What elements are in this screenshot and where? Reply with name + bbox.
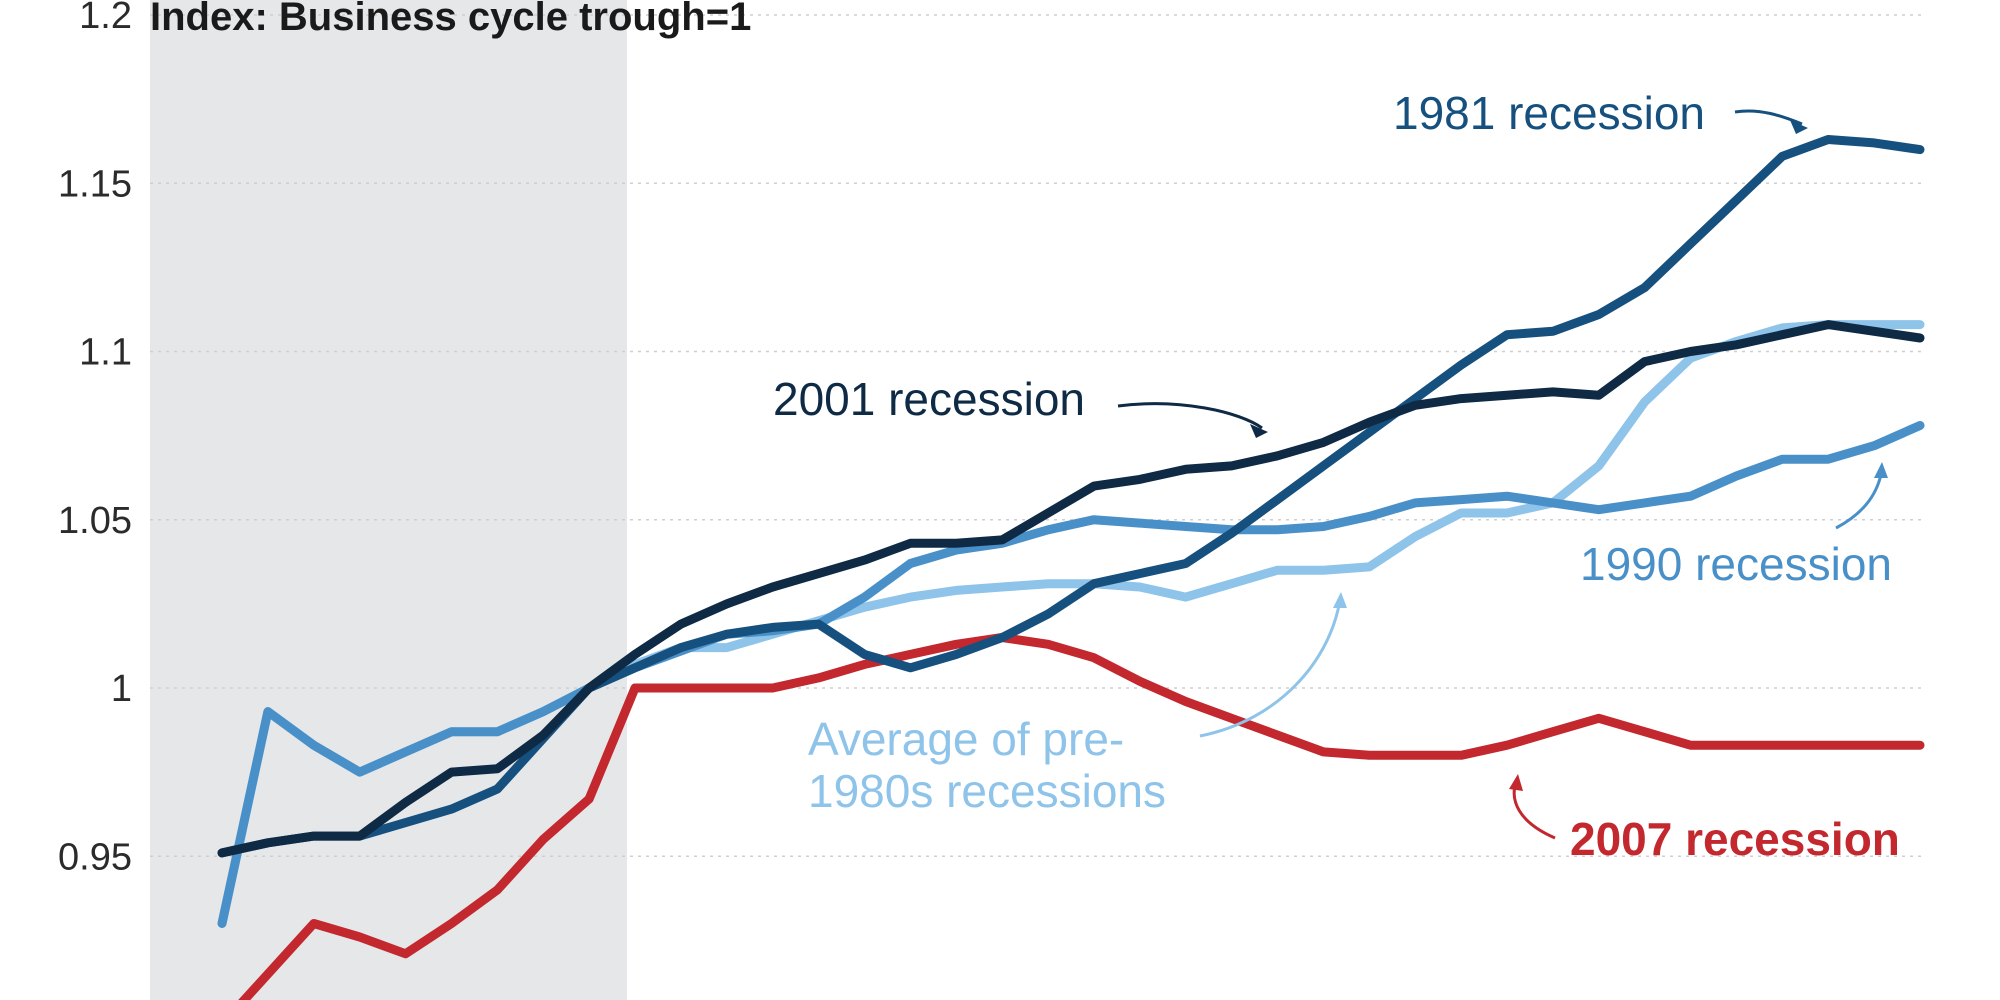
series-line-2001-recession [217,320,1925,858]
series-line-2007-recession [238,633,1925,1000]
y-tick-label: 1 [111,668,132,710]
y-tick-label: 1.1 [79,332,132,374]
label-1981-recession: 1981 recession [1393,87,1705,139]
arrow-1990 [1835,469,1884,530]
y-tick-label: 1.05 [58,500,132,542]
y-tick-label: 1.2 [79,0,132,37]
arrowhead-2001 [1250,424,1268,438]
series-line-1981-recession [217,135,1925,858]
arrowhead-pre1980 [1333,592,1347,608]
arrowhead-1981 [1790,120,1808,134]
arrow-pre1980 [1199,599,1342,738]
label-1990-recession: 1990 recession [1580,538,1892,590]
series-line-1990-recession [217,421,1925,928]
arrow-1981 [1734,109,1803,126]
label-2007-recession: 2007 recession [1570,813,1900,865]
arrow-2001 [1117,402,1263,430]
chart-title: Index: Business cycle trough=1 [150,0,751,39]
arrowhead-2007 [1509,774,1523,791]
y-tick-label: 1.15 [58,163,132,205]
y-tick-label: 0.95 [58,836,132,878]
label-pre1980s-line1: Average of pre- [808,713,1124,765]
y-axis-ticks: 0.95 1 1.05 1.1 1.15 1.2 [58,0,132,878]
label-2001-recession: 2001 recession [773,373,1085,425]
arrowhead-1990 [1874,462,1888,478]
label-pre1980s-line2: 1980s recessions [808,765,1166,817]
series-lines [217,135,1925,1000]
